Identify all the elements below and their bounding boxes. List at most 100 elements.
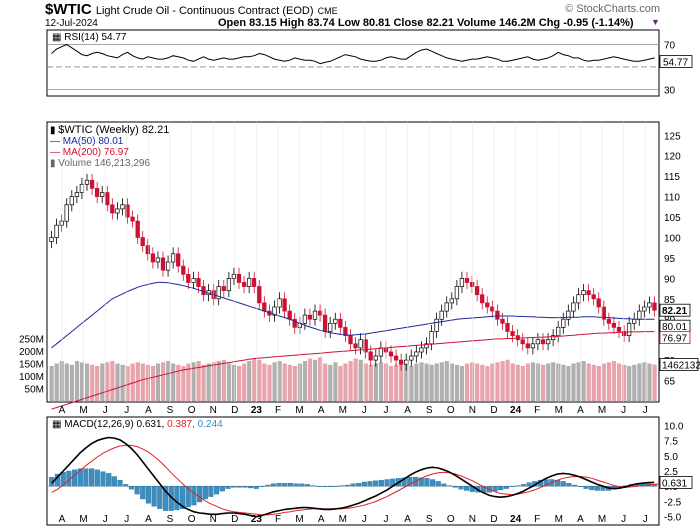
- volume-bar: [105, 362, 110, 402]
- macd-x-tick-label: S: [426, 514, 433, 525]
- volume-bar: [459, 366, 465, 401]
- candle-body: [510, 331, 515, 336]
- price-tick-label: 110: [664, 193, 680, 204]
- candle-body: [652, 302, 657, 311]
- macd-histogram-bar: [89, 468, 95, 487]
- volume-bar: [242, 363, 247, 401]
- ma200-legend-label: MA(200) 76.97: [62, 147, 129, 158]
- price-legend-item: ▮ $WTIC (Weekly) 82.21: [50, 125, 169, 137]
- macd-histogram-bar: [94, 469, 100, 487]
- volume-bar: [166, 361, 171, 401]
- candle-body: [226, 278, 232, 292]
- candle-body: [444, 302, 449, 312]
- quote-line: Open 83.15 High 83.74 Low 80.81 Close 82…: [218, 17, 634, 29]
- candle-body: [606, 318, 612, 324]
- volume-bar: [120, 364, 125, 402]
- volume-bar: [495, 362, 500, 402]
- candle-body: [621, 331, 627, 336]
- rsi-value-label: 54.77: [663, 58, 688, 69]
- candle-body: [191, 278, 196, 283]
- candle-body: [429, 331, 434, 345]
- volume-bar: [389, 366, 394, 401]
- macd-histogram-bar: [401, 477, 407, 487]
- candle-body: [120, 204, 125, 210]
- macd-histogram-bar: [304, 484, 311, 487]
- macd-x-tick-label: J: [621, 514, 626, 525]
- volume-bar: [358, 359, 363, 402]
- price-x-tick-label: A: [577, 405, 584, 416]
- price-x-tick-label: M: [598, 405, 606, 416]
- macd-histogram-bar: [322, 486, 328, 487]
- axis-layer: A A M M J J J J A A S S O O N N D D 23 23 F F M M A A M M J J J J A A S S O O…: [59, 122, 648, 525]
- volume-bar: [201, 364, 206, 402]
- price-x-tick-label: 24: [510, 405, 522, 416]
- macd-histogram-bar: [174, 486, 180, 511]
- price-x-tick-label: F: [275, 405, 281, 416]
- volume-bar: [586, 363, 591, 401]
- volume-bar: [221, 359, 226, 402]
- price-tick-label: 85: [664, 295, 676, 306]
- price-x-tick-label: S: [426, 405, 433, 416]
- scroll-down-icon[interactable]: ▼: [651, 17, 660, 27]
- macd-histogram-bar: [498, 486, 504, 491]
- volume-bar: [424, 363, 429, 401]
- candle-body: [626, 322, 632, 336]
- macd-histogram-bar: [208, 486, 214, 497]
- macd-legend-icon: ▦: [52, 419, 62, 430]
- price-x-tick-label: A: [59, 405, 66, 416]
- price-x-tick-label: J: [124, 405, 129, 416]
- volume-bar: [150, 366, 156, 401]
- macd-histogram-bar: [447, 485, 453, 487]
- candle-body: [449, 298, 454, 304]
- volume-bar: [74, 361, 80, 401]
- macd-histogram-bar: [77, 468, 83, 487]
- macd-x-tick-label: J: [362, 514, 367, 525]
- volume-bar: [186, 363, 191, 401]
- candle-body: [160, 257, 166, 271]
- macd-histogram-bar: [253, 486, 259, 489]
- ma50-line: [51, 281, 655, 349]
- macd-histogram-bar: [344, 484, 350, 487]
- candle-body: [439, 310, 444, 320]
- candle-body: [135, 220, 140, 238]
- candle-body: [454, 286, 460, 300]
- candle-body: [186, 273, 191, 283]
- candle-body: [616, 327, 622, 332]
- candle-body: [581, 290, 586, 296]
- macd-histogram-bar: [282, 483, 288, 487]
- volume-bar: [551, 362, 556, 402]
- volume-value-tag: [659, 358, 699, 371]
- macd-x-tick-label: D: [231, 514, 238, 525]
- macd-histogram-bar: [509, 486, 515, 487]
- macd-x-tick-label: M: [339, 514, 347, 525]
- macd-value-tag: [659, 475, 693, 489]
- volume-bar: [444, 361, 449, 401]
- macd-histogram-bar: [577, 486, 583, 487]
- candle-body: [343, 327, 348, 336]
- candle-body: [378, 347, 384, 357]
- candle-body: [322, 314, 328, 332]
- candle-body: [94, 188, 100, 197]
- candle-body: [409, 355, 414, 361]
- macd-x-tick-label: A: [145, 514, 152, 525]
- price-x-tick-label: 23: [251, 405, 263, 416]
- volume-bar: [302, 361, 308, 401]
- candle-body: [105, 192, 110, 206]
- volume-bar: [541, 364, 546, 402]
- macd-histogram-bar: [185, 486, 191, 508]
- volume-bar: [231, 364, 237, 402]
- macd-histogram-bar: [407, 476, 413, 487]
- macd-x-tick-label: M: [555, 514, 563, 525]
- macd-histogram-bar: [356, 483, 362, 487]
- candle-body: [368, 351, 373, 361]
- volume-bar: [191, 362, 196, 402]
- volume-bar: [206, 363, 211, 401]
- macd-histogram-bar: [248, 486, 254, 489]
- volume-bar: [211, 362, 216, 402]
- macd-histogram-bar: [378, 479, 384, 487]
- volume-bar: [100, 363, 105, 401]
- volume-bar: [627, 366, 632, 401]
- candle-body: [155, 257, 161, 263]
- volume-tick-label: 150M: [19, 360, 44, 371]
- candle-body: [49, 237, 54, 242]
